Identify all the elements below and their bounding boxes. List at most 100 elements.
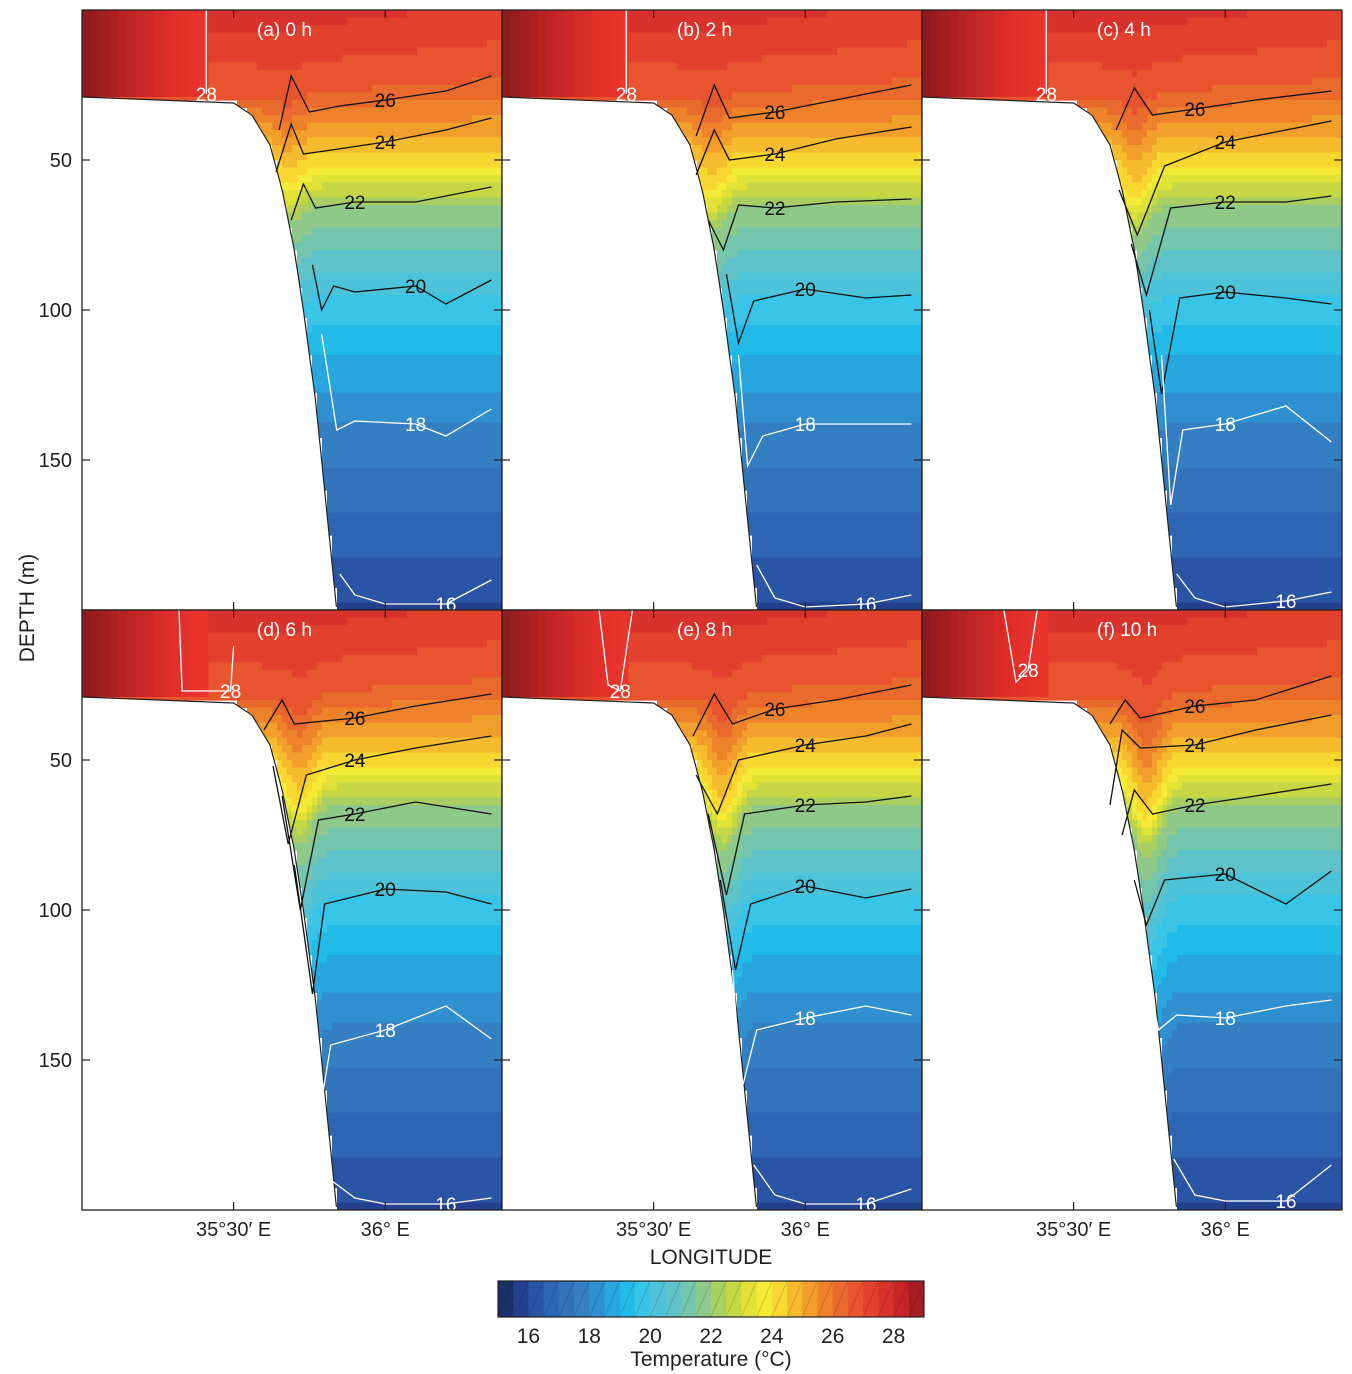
field-cell (352, 130, 358, 139)
field-cell (497, 347, 502, 356)
field-cell (427, 565, 433, 574)
field-cell (362, 77, 368, 86)
field-cell (367, 10, 373, 19)
field-cell (472, 550, 478, 559)
field-cell (377, 55, 383, 64)
field-cell (442, 182, 448, 191)
field-cell (452, 347, 458, 356)
field-cell (297, 137, 303, 146)
field-cell (822, 47, 828, 56)
field-cell (917, 47, 922, 56)
field-cell (372, 505, 378, 514)
field-cell (852, 85, 858, 94)
field-cell (367, 520, 373, 529)
field-cell (457, 497, 463, 506)
field-cell (492, 430, 498, 439)
field-cell (457, 332, 463, 341)
field-cell (377, 325, 383, 334)
field-cell (772, 92, 778, 101)
field-cell (372, 445, 378, 454)
field-cell (847, 25, 853, 34)
field-cell (712, 107, 718, 116)
field-cell (277, 77, 283, 86)
field-cell (497, 70, 502, 79)
field-cell (452, 85, 458, 94)
field-cell (382, 167, 388, 176)
field-cell (437, 490, 443, 499)
field-cell (457, 355, 463, 364)
field-cell (717, 70, 723, 79)
field-cell (457, 377, 463, 386)
field-cell (402, 520, 408, 529)
field-cell (262, 122, 268, 131)
field-cell (352, 572, 358, 581)
field-cell (482, 595, 488, 604)
field-cell (482, 572, 488, 581)
field-cell (767, 107, 773, 116)
field-cell (437, 62, 443, 71)
field-cell (457, 40, 463, 49)
field-cell (872, 100, 878, 109)
field-cell (342, 55, 348, 64)
field-cell (497, 437, 502, 446)
contour-24 (275, 117, 492, 173)
field-cell (297, 100, 303, 109)
field-cell (272, 77, 278, 86)
field-cell (347, 130, 353, 139)
field-cell (447, 152, 453, 161)
field-cell (417, 310, 423, 319)
field-cell (372, 227, 378, 236)
field-cell (687, 92, 693, 101)
field-cell (437, 362, 443, 371)
field-cell (697, 40, 703, 49)
field-cell (347, 205, 353, 214)
shelf-band (91, 10, 101, 97)
field-cell (452, 587, 458, 596)
field-cell (442, 77, 448, 86)
field-cell (432, 25, 438, 34)
field-cell (417, 250, 423, 259)
field-cell (487, 10, 493, 19)
field-cell (432, 325, 438, 334)
field-cell (427, 47, 433, 56)
field-cell (367, 497, 373, 506)
field-cell (482, 32, 488, 41)
field-cell (377, 370, 383, 379)
field-cell (472, 160, 478, 169)
field-cell (412, 32, 418, 41)
field-cell (322, 100, 328, 109)
field-cell (322, 32, 328, 41)
field-cell (807, 92, 813, 101)
field-cell (367, 167, 373, 176)
field-cell (442, 377, 448, 386)
field-cell (337, 400, 343, 409)
field-cell (477, 557, 483, 566)
field-cell (367, 182, 373, 191)
field-cell (287, 17, 293, 26)
field-cell (422, 565, 428, 574)
field-cell (467, 572, 473, 581)
field-cell (402, 452, 408, 461)
field-cell (457, 595, 463, 604)
field-cell (472, 152, 478, 161)
field-cell (382, 512, 388, 521)
field-cell (892, 40, 898, 49)
field-cell (272, 115, 278, 124)
field-cell (917, 77, 922, 86)
field-cell (432, 10, 438, 19)
field-cell (472, 280, 478, 289)
field-cell (427, 602, 433, 610)
field-cell (632, 62, 638, 71)
field-cell (412, 175, 418, 184)
field-cell (297, 167, 303, 176)
field-cell (332, 107, 338, 116)
field-cell (312, 137, 318, 146)
field-cell (652, 55, 658, 64)
field-cell (447, 287, 453, 296)
field-cell (317, 227, 323, 236)
field-cell (412, 430, 418, 439)
field-cell (427, 77, 433, 86)
field-cell (477, 377, 483, 386)
field-cell (457, 77, 463, 86)
field-cell (237, 55, 243, 64)
